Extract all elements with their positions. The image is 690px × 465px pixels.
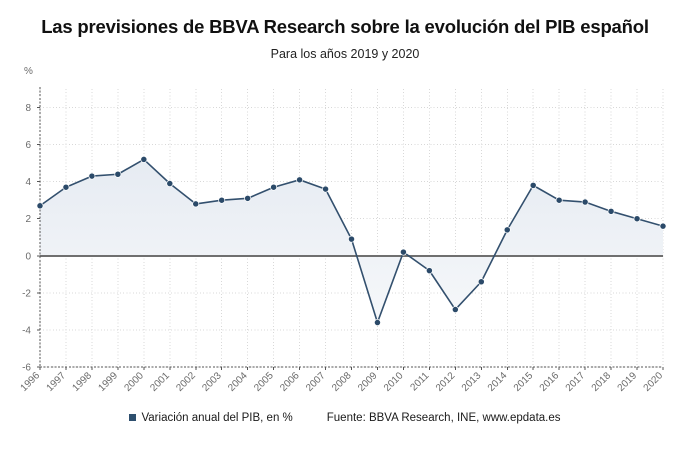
- page-title: Las previsiones de BBVA Research sobre l…: [41, 16, 649, 37]
- svg-text:2011: 2011: [409, 370, 432, 393]
- svg-text:4: 4: [25, 177, 31, 188]
- svg-text:-4: -4: [22, 325, 31, 336]
- svg-text:2017: 2017: [564, 370, 588, 394]
- legend-swatch-icon: [129, 414, 137, 421]
- y-axis-tick-labels: 8 6 4 2 0 -2 -4 -6: [22, 103, 31, 373]
- svg-text:6: 6: [25, 140, 31, 151]
- svg-text:2005: 2005: [252, 370, 276, 394]
- svg-text:2000: 2000: [122, 370, 146, 394]
- chart-legend: Variación anual del PIB, en % Fuente: BBV…: [0, 412, 690, 424]
- svg-text:2010: 2010: [382, 370, 406, 394]
- svg-text:2009: 2009: [356, 370, 380, 394]
- svg-text:2: 2: [25, 214, 31, 225]
- svg-text:2008: 2008: [330, 370, 354, 394]
- svg-text:2018: 2018: [590, 370, 614, 394]
- svg-text:1999: 1999: [96, 370, 120, 394]
- svg-text:2004: 2004: [226, 370, 250, 394]
- svg-text:2014: 2014: [486, 370, 510, 394]
- svg-text:2001: 2001: [148, 370, 172, 394]
- svg-text:2013: 2013: [460, 370, 484, 394]
- axis-lines: [37, 87, 664, 370]
- chart-subtitle: Para los años 2019 y 2020: [270, 47, 420, 61]
- svg-text:2003: 2003: [200, 370, 224, 394]
- svg-text:2012: 2012: [434, 370, 458, 394]
- svg-text:2020: 2020: [642, 370, 666, 394]
- svg-text:2007: 2007: [304, 370, 328, 394]
- legend-source-label: Fuente: BBVA Research, INE, www.epdata.e…: [326, 412, 561, 424]
- legend-series-label: Variación anual del PIB, en %: [141, 412, 293, 424]
- svg-text:2016: 2016: [538, 370, 562, 394]
- svg-text:-2: -2: [22, 288, 31, 299]
- y-axis-unit-label: %: [24, 66, 33, 77]
- svg-text:2015: 2015: [512, 370, 536, 394]
- svg-text:2002: 2002: [174, 370, 198, 394]
- svg-text:1998: 1998: [71, 370, 95, 394]
- svg-text:8: 8: [25, 103, 31, 114]
- svg-text:1996: 1996: [19, 370, 43, 394]
- svg-text:2006: 2006: [278, 370, 302, 394]
- x-axis-tick-labels: 1996 1997 1998 1999 2000 2001 2002 2003 2004 2005…: [19, 370, 666, 394]
- svg-text:-6: -6: [22, 363, 31, 374]
- svg-text:1997: 1997: [45, 370, 69, 394]
- svg-text:0: 0: [25, 251, 31, 262]
- svg-text:2019: 2019: [616, 370, 640, 394]
- legend-item-series: Variación anual del PIB, en %: [129, 412, 293, 424]
- data-points: [36, 155, 667, 326]
